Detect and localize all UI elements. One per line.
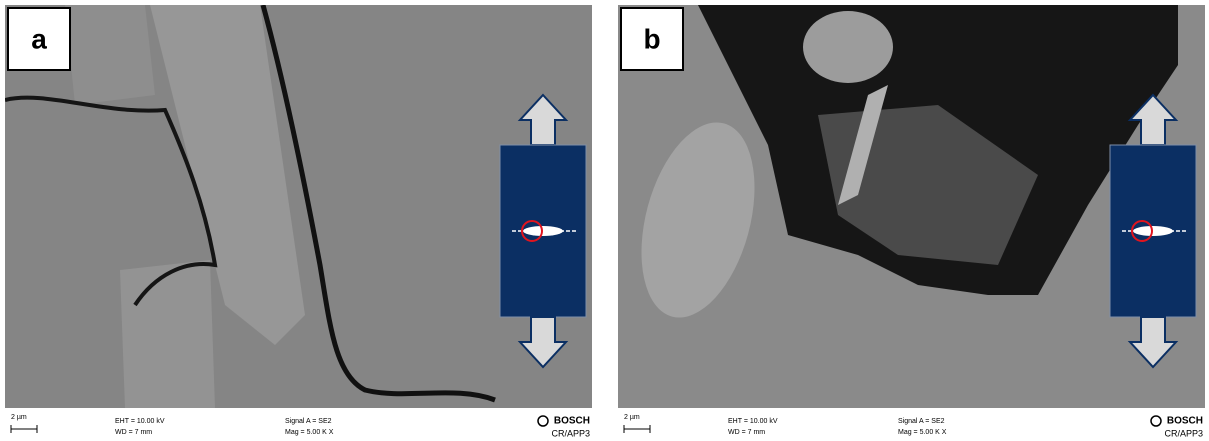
fiber: [120, 260, 215, 408]
mag: Mag = 5.00 K X: [898, 429, 947, 436]
signal: Signal A = SE2: [898, 418, 945, 425]
department: CR/APP3: [551, 428, 590, 438]
fiber: [65, 5, 155, 105]
eht: EHT = 10.00 kV: [115, 418, 165, 425]
brand: BOSCH: [554, 416, 590, 427]
wd: WD = 7 mm: [115, 429, 152, 436]
panel: a 2 µm EHT = 10.00 kV WD = 7 mm Signal A = S…: [5, 5, 592, 441]
signal: Signal A = SE2: [285, 418, 332, 425]
panel-label: b: [643, 23, 660, 54]
fiber: [803, 11, 893, 83]
wd: WD = 7 mm: [728, 429, 765, 436]
mag: Mag = 5.00 K X: [285, 429, 334, 436]
panel: b 2 µm EHT = 10.00 kV WD = 7 mm Signal A = S…: [618, 5, 1205, 441]
department: CR/APP3: [1164, 428, 1203, 438]
panel-label: a: [31, 23, 47, 54]
figure: a 2 µm EHT = 10.00 kV WD = 7 mm Signal A = S…: [0, 0, 1209, 441]
scale-bar-label: 2 µm: [624, 414, 640, 421]
eht: EHT = 10.00 kV: [728, 418, 778, 425]
brand: BOSCH: [1167, 416, 1203, 427]
scale-bar-label: 2 µm: [11, 414, 27, 421]
